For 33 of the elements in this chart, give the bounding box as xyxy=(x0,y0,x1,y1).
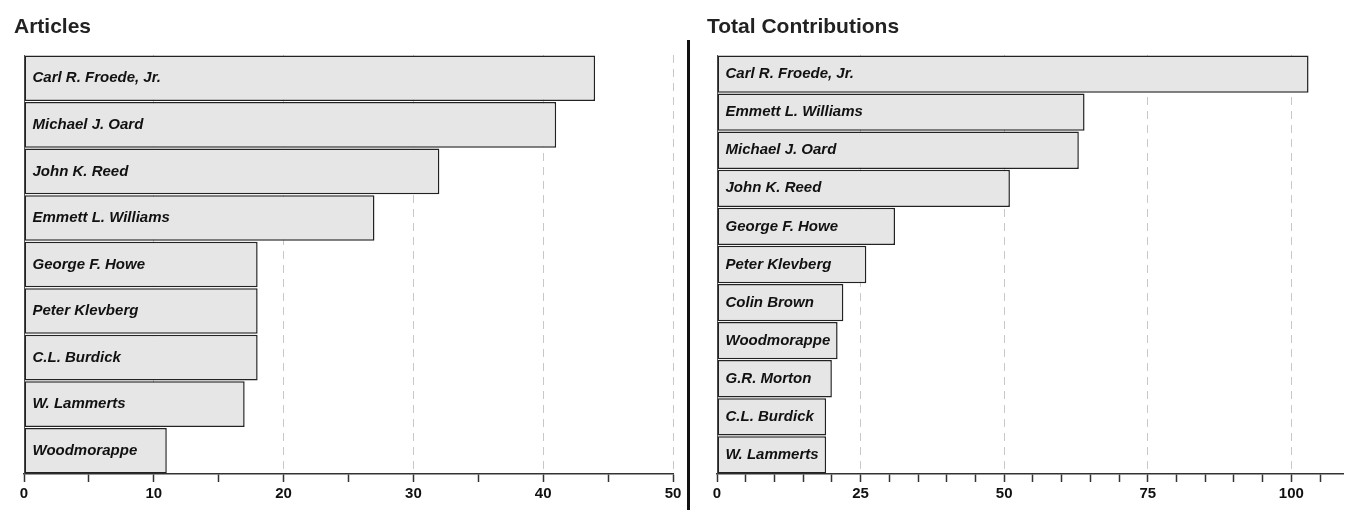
chart-title: Articles xyxy=(14,14,92,38)
x-tick-label: 50 xyxy=(995,484,1013,502)
y-tick-label: Emmett L. Williams xyxy=(725,102,863,120)
y-tick-label: Carl R. Froede, Jr. xyxy=(725,64,854,82)
y-tick-label: Woodmorappe xyxy=(32,440,138,458)
y-tick-label: Carl R. Froede, Jr. xyxy=(32,68,161,86)
y-tick-label: W. Lammerts xyxy=(725,445,819,463)
y-tick-label: Michael J. Oard xyxy=(725,140,838,158)
y-tick-label: Colin Brown xyxy=(725,292,814,310)
x-tick-label: 100 xyxy=(1278,484,1304,502)
y-tick-label: Woodmorappe xyxy=(725,330,831,348)
y-tick-label: John K. Reed xyxy=(725,178,823,196)
y-tick-label: C.L. Burdick xyxy=(725,407,815,424)
x-tick-label: 20 xyxy=(275,484,292,502)
x-tick-label: 0 xyxy=(712,484,722,502)
x-tick-label: 50 xyxy=(664,484,682,502)
x-tick-label: 10 xyxy=(145,484,163,502)
y-tick-label: G.R. Morton xyxy=(725,368,812,386)
x-tick-label: 30 xyxy=(405,484,422,502)
y-tick-label: Peter Klevberg xyxy=(725,254,832,272)
x-tick-label: 25 xyxy=(852,484,869,502)
y-tick-label: George F. Howe xyxy=(725,216,839,234)
y-tick-label: John K. Reed xyxy=(32,161,130,179)
x-tick-label: 0 xyxy=(19,484,29,502)
x-tick-label: 40 xyxy=(534,484,552,502)
y-tick-label: Emmett L. Williams xyxy=(32,208,170,226)
y-tick-label: C.L. Burdick xyxy=(32,347,122,365)
y-tick-label: Peter Klevberg xyxy=(32,301,139,319)
chart-title: Total Contributions xyxy=(707,14,900,38)
y-tick-label: George F. Howe xyxy=(32,254,146,272)
y-tick-label: Michael J. Oard xyxy=(32,114,145,132)
x-tick-label: 75 xyxy=(1139,484,1157,502)
y-tick-label: W. Lammerts xyxy=(32,394,126,412)
